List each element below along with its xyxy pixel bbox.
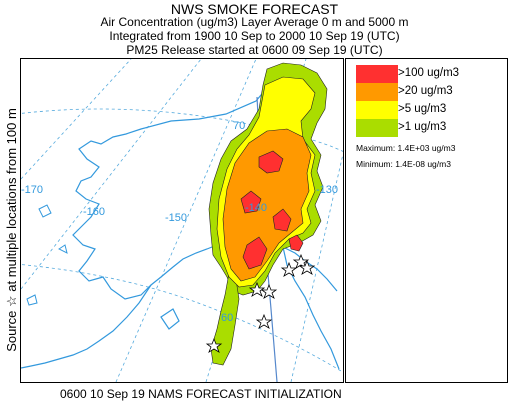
lon-label-150: -150	[165, 212, 187, 224]
smoke-contour-100-c	[272, 208, 292, 232]
forecast-title: NWS SMOKE FORECAST	[170, 1, 339, 17]
western-islands	[26, 204, 68, 306]
meridian-130	[290, 153, 343, 382]
latitude-line-60	[21, 264, 343, 373]
legend-maximum: Maximum: 1.4E+03 ug/m3	[356, 143, 456, 153]
legend-label-100: >100 ug/m3	[398, 67, 460, 79]
fire-source-markers	[205, 253, 316, 353]
meridian-150	[115, 59, 257, 382]
legend-label-1: >1 ug/m3	[398, 121, 447, 133]
fire-source-marker	[260, 283, 278, 299]
lon-label-130: -130	[316, 184, 338, 196]
lat-label-70: 70	[233, 120, 245, 132]
smoke-contour-20	[222, 128, 312, 282]
legend-label-5: >5 ug/m3	[398, 103, 447, 115]
legend-swatch-100	[356, 65, 398, 83]
fire-source-marker	[255, 313, 273, 329]
fire-source-marker	[298, 259, 316, 275]
legend-label-20: >20 ug/m3	[398, 85, 453, 97]
legend-swatch-20	[356, 83, 398, 101]
smoke-contour-100-b	[240, 190, 262, 214]
alaska-peninsula	[21, 284, 152, 369]
source-location-label: Source ☆ at multiple locations from 100 …	[4, 108, 19, 352]
smoke-contour-100-a	[258, 150, 284, 174]
concentration-subtitle: Air Concentration (ug/m3) Layer Average …	[100, 15, 409, 29]
smoke-contour-100-e	[288, 234, 304, 252]
meridian-170	[21, 59, 132, 180]
fire-source-marker	[292, 253, 310, 269]
lon-label-170: -170	[21, 184, 43, 196]
legend-swatch-5	[356, 101, 398, 119]
smoke-contour-100-d	[242, 236, 268, 270]
legend-swatch-1	[356, 119, 398, 137]
forecast-initialization: 0600 10 Sep 19 NAMS FORECAST INITIALIZAT…	[60, 387, 342, 401]
lat-label-60: 60	[221, 312, 233, 324]
legend-minimum: Minimum: 1.4E-08 ug/m3	[356, 159, 451, 169]
lon-label-160: -160	[83, 206, 105, 218]
alaska-smoke-map: -170 -160 -150 -140 -130 70 60	[21, 59, 343, 382]
fire-source-marker	[205, 337, 223, 353]
fire-source-marker	[248, 281, 266, 297]
release-start: PM25 Release started at 0600 09 Sep 19 (…	[126, 43, 383, 57]
legend-panel: >100 ug/m3 >20 ug/m3 >5 ug/m3 >1 ug/m3 M…	[345, 58, 508, 383]
lon-label-140: -140	[245, 202, 267, 214]
integration-period: Integrated from 1900 10 Sep to 2000 10 S…	[109, 29, 400, 43]
meridian-160	[21, 59, 202, 290]
fire-source-marker	[280, 261, 298, 277]
kodiak-island	[160, 308, 180, 330]
map-panel: -170 -160 -150 -140 -130 70 60	[20, 58, 344, 383]
